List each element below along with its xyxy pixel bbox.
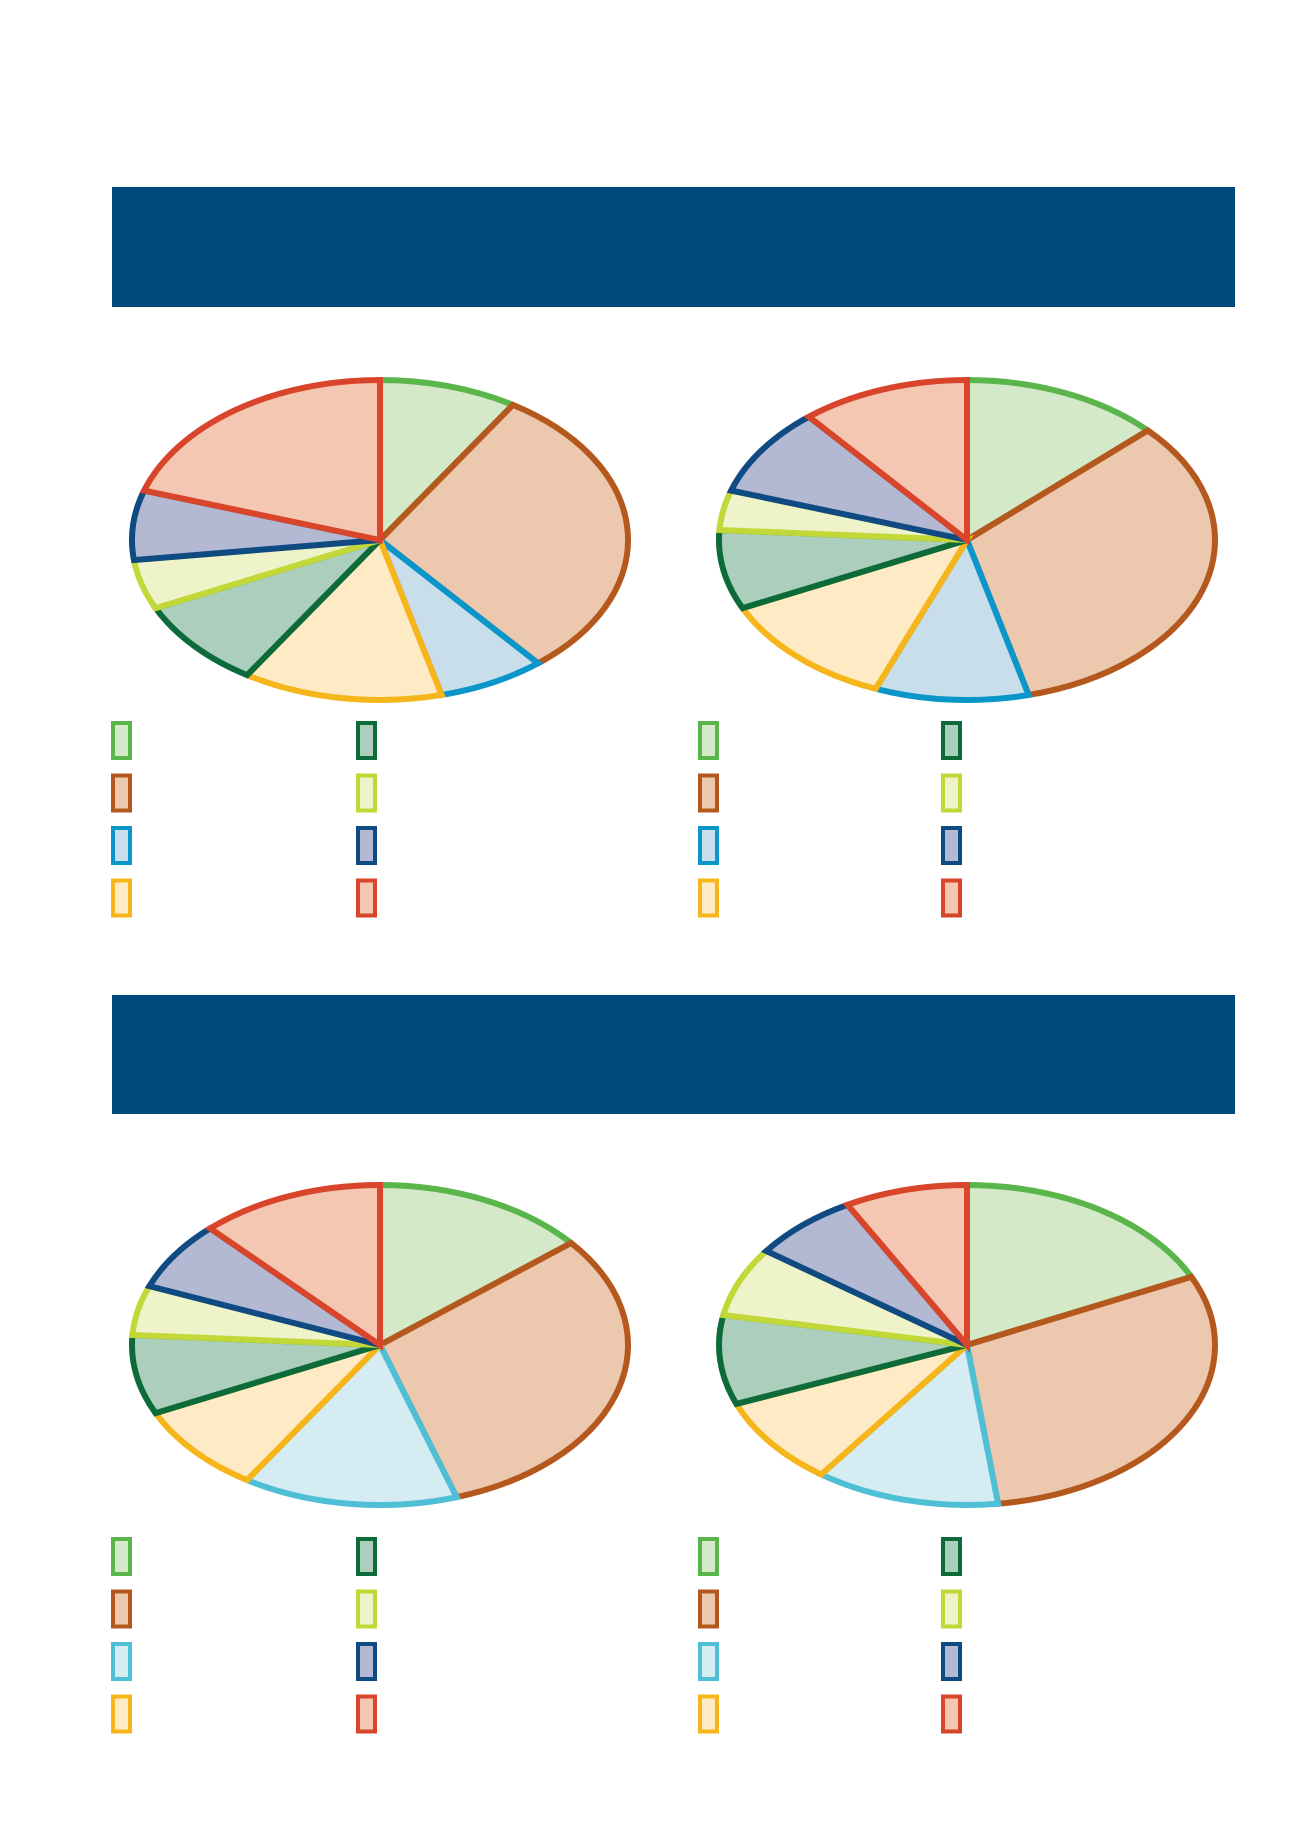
legend-swatch xyxy=(356,1642,377,1681)
legend-swatch xyxy=(941,1537,962,1576)
legend-swatch xyxy=(111,1537,132,1576)
legend-swatch xyxy=(111,721,132,760)
pie-slice xyxy=(139,376,383,544)
pie-slice xyxy=(842,1181,970,1354)
legend-swatch xyxy=(941,1589,962,1629)
legend-swatch xyxy=(941,773,962,813)
legend-swatch xyxy=(698,721,719,760)
pie-slice xyxy=(376,1239,631,1501)
section-header xyxy=(112,995,1235,1114)
legend-swatch xyxy=(698,773,719,813)
legend-swatch xyxy=(111,826,132,865)
legend-swatch xyxy=(698,878,719,918)
pie-slice xyxy=(731,1342,969,1478)
legend-swatch xyxy=(698,1694,719,1734)
legend-swatch xyxy=(111,878,132,918)
legend-swatch xyxy=(698,1642,719,1681)
legend-swatch xyxy=(356,1537,377,1576)
pie-slice xyxy=(964,376,1154,546)
pie-slice xyxy=(964,1181,1197,1350)
pie-slice xyxy=(716,1311,968,1408)
legend-swatch xyxy=(111,1589,132,1629)
legend-swatch xyxy=(356,773,377,813)
section-header xyxy=(112,187,1235,307)
pie-slice xyxy=(375,401,631,667)
pie-slice xyxy=(726,413,969,543)
pie-slice xyxy=(963,426,1218,699)
legend-swatch xyxy=(356,1694,377,1734)
legend-swatch xyxy=(941,826,962,865)
pie-slice xyxy=(377,376,519,548)
legend-swatch xyxy=(941,1694,962,1734)
pie-slice xyxy=(204,1181,383,1351)
pie-slice xyxy=(377,1181,577,1351)
legend-swatch xyxy=(698,1537,719,1576)
pie-slice xyxy=(737,534,974,693)
pie-slice xyxy=(871,533,1033,703)
legend-swatch xyxy=(941,878,962,918)
legend-swatch xyxy=(356,721,377,760)
pie-slice xyxy=(241,1339,462,1508)
pie-slice xyxy=(150,1342,383,1484)
legend-swatch xyxy=(111,1642,132,1681)
pie-slice xyxy=(963,1273,1218,1507)
legend-swatch xyxy=(111,1694,132,1734)
legend-swatch xyxy=(698,1589,719,1629)
legend-swatch xyxy=(356,1589,377,1629)
pie-slice xyxy=(815,1339,1002,1508)
pie-slice xyxy=(241,534,446,703)
pie-slice xyxy=(150,537,383,679)
legend-swatch xyxy=(941,1642,962,1681)
legend-swatch xyxy=(356,826,377,865)
pie-slice xyxy=(803,376,970,547)
legend-swatch xyxy=(111,773,132,813)
legend-swatch xyxy=(941,721,962,760)
legend-swatch xyxy=(698,826,719,865)
legend-swatch xyxy=(356,878,377,918)
